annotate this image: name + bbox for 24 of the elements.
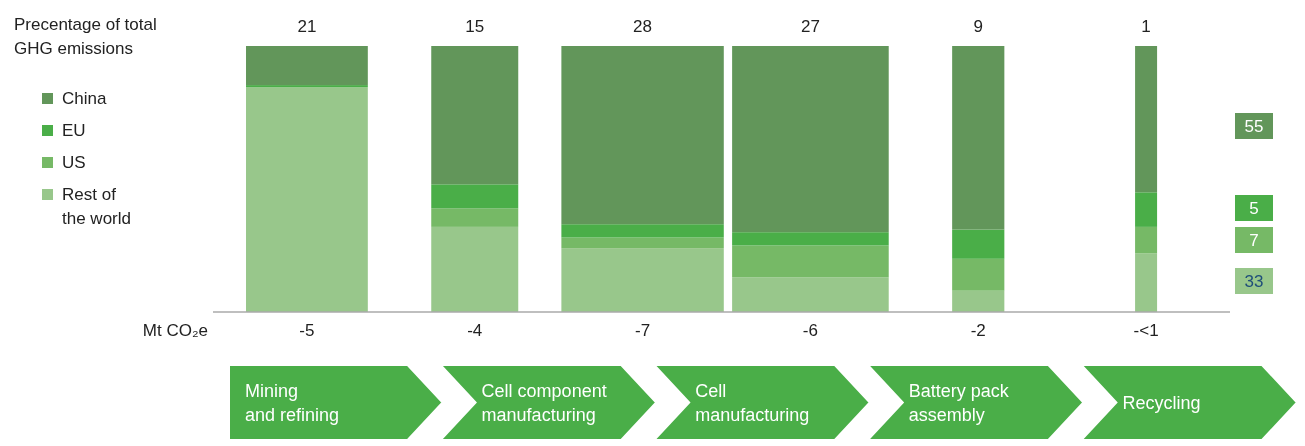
share-badge: 55 (1235, 113, 1273, 139)
share-badge: 5 (1235, 195, 1273, 221)
share-badge: 33 (1235, 268, 1273, 294)
x-tick-label: -7 (635, 321, 651, 340)
x-tick-label: -4 (467, 321, 483, 340)
legend-label: Rest of the world (62, 185, 131, 228)
x-tick-label: -<1 (1133, 321, 1159, 340)
legend-label: EU (62, 121, 86, 140)
text: 1 (1141, 17, 1151, 36)
legend-label: China (62, 89, 107, 108)
text: 27 (800, 17, 820, 36)
text: 9 (973, 17, 983, 36)
process-arrows: Mining and refining Cell component manufacturing Cell manufacturing Battery pack assembly Recycling (228, 364, 1297, 440)
x-axis-title: Mt CO₂e (142, 321, 208, 340)
text: 15 (465, 17, 485, 36)
legend-label: US (62, 153, 86, 172)
x-tick-label: -5 (299, 321, 315, 340)
chart-title: Precentage of total GHG emissions (14, 15, 157, 58)
text: 21 (297, 17, 317, 36)
text: 28 (633, 17, 653, 36)
x-tick-label: -6 (802, 321, 818, 340)
share-badge: 7 (1235, 227, 1273, 253)
bar (431, 208, 519, 227)
x-tick-label: -2 (970, 321, 986, 340)
